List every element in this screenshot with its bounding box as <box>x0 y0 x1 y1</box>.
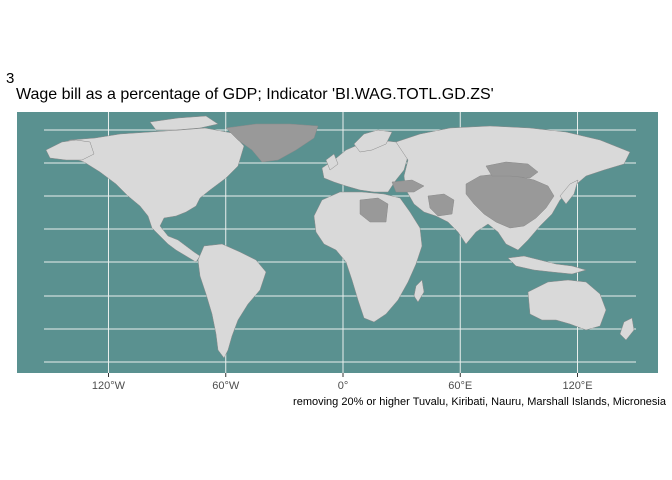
north-america-landmass <box>49 127 245 263</box>
x-tick-label: 60°E <box>448 380 472 392</box>
mongolia <box>485 161 539 179</box>
uk-ireland <box>325 153 339 171</box>
x-axis: 120°W 60°W 0° 60°E 120°E <box>92 373 593 392</box>
arctic-islands <box>149 115 219 131</box>
graticule <box>44 112 636 373</box>
alaska-landmass <box>45 139 95 161</box>
japan <box>559 179 579 205</box>
x-tick-label: 120°W <box>92 380 126 392</box>
africa-landmass <box>313 191 423 323</box>
x-tick-label: 120°E <box>562 380 592 392</box>
plot-title: Wage bill as a percentage of GDP; Indica… <box>16 86 494 103</box>
madagascar <box>413 279 425 303</box>
plot-tag: 3 <box>6 70 15 87</box>
new-zealand <box>619 317 635 341</box>
greenland <box>225 123 319 163</box>
x-tick-label: 0° <box>338 380 349 392</box>
south-america-landmass <box>197 243 267 359</box>
scandinavia-landmass <box>353 129 393 153</box>
land-masses <box>45 115 635 359</box>
turkey <box>391 179 425 193</box>
libya <box>359 197 389 223</box>
plot-caption: removing 20% or higher Tuvalu, Kiribati,… <box>293 396 666 408</box>
iran <box>427 193 455 217</box>
australia-landmass <box>527 279 607 331</box>
europe-landmass <box>321 139 409 193</box>
x-tick-label: 60°W <box>212 380 240 392</box>
southeast-asia-islands <box>507 255 587 275</box>
